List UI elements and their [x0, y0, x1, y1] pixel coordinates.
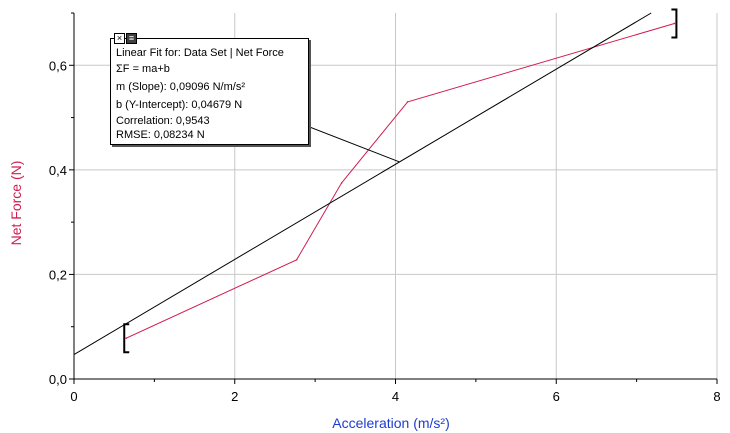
- linear-fit-box[interactable]: × ≡ Linear Fit for: Data Set | Net Force…: [110, 33, 309, 145]
- tick-labels: 0,0 0,2 0,4 0,6 0 2 4 6 8: [49, 58, 721, 404]
- left-range-bracket: [123, 323, 130, 354]
- fit-leader-line: [306, 125, 400, 163]
- data-point: [406, 101, 409, 103]
- fit-title: Linear Fit for: Data Set | Net Force: [116, 47, 284, 59]
- right-range-bracket: [671, 8, 678, 39]
- data-point: [340, 182, 343, 184]
- x-tick-label: 8: [713, 389, 720, 404]
- x-tick-label: 0: [70, 389, 77, 404]
- y-tick-label: 0,0: [49, 372, 67, 387]
- fit-layer: [73, 12, 652, 355]
- fit-intercept: b (Y-Intercept): 0,04679 N: [116, 99, 243, 111]
- y-tick-label: 0,2: [49, 267, 67, 282]
- x-tick-label: 6: [553, 389, 560, 404]
- fit-rmse: RMSE: 0,08234 N: [116, 129, 205, 141]
- x-tick-label: 2: [231, 389, 238, 404]
- close-icon[interactable]: ×: [114, 33, 125, 44]
- menu-icon[interactable]: ≡: [126, 33, 137, 44]
- x-axis-title: Acceleration (m/s²): [332, 415, 449, 431]
- fit-box-buttons: × ≡: [114, 33, 137, 44]
- data-point: [295, 258, 298, 261]
- x-tick-label: 4: [392, 389, 399, 404]
- fit-line: [73, 12, 652, 355]
- data-point: [125, 337, 128, 340]
- data-point: [673, 22, 676, 25]
- y-tick-label: 0,4: [49, 163, 67, 178]
- plot-series: [125, 22, 676, 340]
- y-tick-label: 0,6: [49, 58, 67, 73]
- fit-equation: ΣF = ma+b: [116, 63, 170, 75]
- ticks: [69, 12, 718, 384]
- range-brackets: [123, 8, 678, 354]
- fit-slope: m (Slope): 0,09096 N/m/s²: [116, 81, 245, 93]
- y-axis-title: Net Force (N): [8, 161, 24, 246]
- fit-correlation: Correlation: 0,9543: [116, 115, 210, 127]
